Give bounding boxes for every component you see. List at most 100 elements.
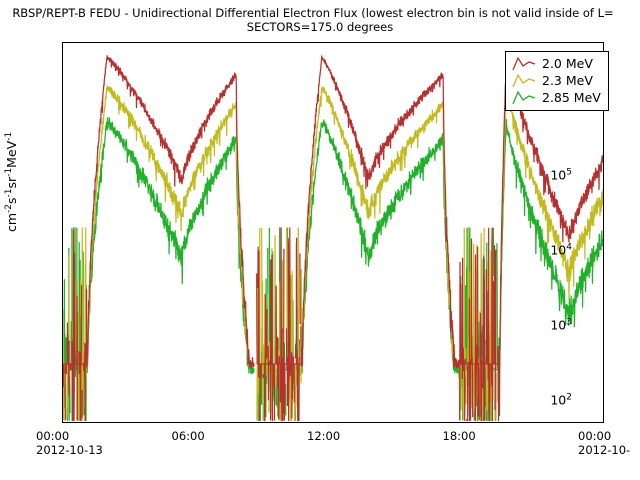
y-axis-title: cm-2s-1sr-1MeV-1 bbox=[4, 131, 20, 232]
x-minor-tick-top bbox=[537, 42, 538, 43]
y-major-tick-right bbox=[603, 326, 604, 327]
y-major-tick bbox=[62, 401, 63, 402]
x-minor-tick bbox=[582, 422, 583, 423]
y-minor-tick-right bbox=[603, 112, 604, 113]
x-tick-time: 00:00 bbox=[578, 429, 612, 443]
x-minor-tick bbox=[537, 422, 538, 423]
x-minor-tick bbox=[514, 422, 515, 423]
y-minor-tick-right bbox=[603, 378, 604, 379]
x-minor-tick bbox=[424, 422, 425, 423]
y-minor-tick bbox=[62, 198, 63, 199]
legend-label-1: 2.3 MeV bbox=[542, 73, 593, 88]
y-minor-tick-right bbox=[603, 333, 604, 334]
y-minor-tick bbox=[62, 123, 63, 124]
y-minor-tick bbox=[62, 108, 63, 109]
x-minor-tick bbox=[559, 422, 560, 423]
y-minor-tick-right bbox=[603, 183, 604, 184]
chart-title: RBSP/REPT-B FEDU - Unidirectional Differ… bbox=[0, 6, 640, 34]
y-minor-tick bbox=[62, 140, 63, 141]
y-major-tick-right bbox=[603, 176, 604, 177]
x-minor-tick bbox=[108, 422, 109, 423]
y-minor-tick-right bbox=[603, 338, 604, 339]
legend-label-2: 2.85 MeV bbox=[542, 90, 601, 105]
x-minor-tick bbox=[311, 422, 312, 423]
chart-title-line2: SECTORS=175.0 degrees bbox=[246, 20, 394, 34]
x-minor-tick-top bbox=[288, 42, 289, 43]
y-minor-tick-right bbox=[603, 258, 604, 259]
x-minor-tick-top bbox=[266, 42, 267, 43]
y-minor-tick bbox=[62, 206, 63, 207]
x-major-tick-top bbox=[333, 42, 334, 43]
y-minor-tick bbox=[62, 258, 63, 259]
x-tick-time: 12:00 bbox=[307, 429, 341, 443]
y-minor-tick bbox=[62, 303, 63, 304]
chart-title-line1: RBSP/REPT-B FEDU - Unidirectional Differ… bbox=[12, 6, 614, 20]
y-minor-tick bbox=[62, 263, 63, 264]
x-minor-tick-top bbox=[514, 42, 515, 43]
y-minor-tick-right bbox=[603, 48, 604, 49]
x-minor-tick-top bbox=[559, 42, 560, 43]
y-minor-tick bbox=[62, 131, 63, 132]
legend-swatch-2 bbox=[512, 90, 536, 104]
y-tick-label: 104 bbox=[550, 242, 572, 258]
x-major-tick bbox=[63, 422, 64, 423]
x-tick-label: 12:00 bbox=[307, 429, 341, 444]
x-major-tick-top bbox=[63, 42, 64, 43]
legend-item-2[interactable]: 2.85 MeV bbox=[511, 89, 601, 106]
x-minor-tick-top bbox=[85, 42, 86, 43]
x-minor-tick bbox=[130, 422, 131, 423]
x-minor-tick-top bbox=[492, 42, 493, 43]
series-line-2 bbox=[63, 117, 603, 422]
y-minor-tick-right bbox=[603, 329, 604, 330]
x-tick-label: 00:00 2012-10- bbox=[578, 429, 631, 457]
y-minor-tick-right bbox=[603, 348, 604, 349]
y-minor-tick-right bbox=[603, 365, 604, 366]
x-major-tick bbox=[198, 422, 199, 423]
y-minor-tick-right bbox=[603, 254, 604, 255]
x-minor-tick bbox=[85, 422, 86, 423]
legend-item-1[interactable]: 2.3 MeV bbox=[511, 72, 601, 89]
y-major-tick bbox=[62, 251, 63, 252]
x-tick-date: 2012-10-13 bbox=[36, 442, 103, 457]
y-minor-tick-right bbox=[603, 418, 604, 419]
y-minor-tick bbox=[62, 56, 63, 57]
x-minor-tick bbox=[175, 422, 176, 423]
y-minor-tick bbox=[62, 153, 63, 154]
x-tick-date: 2012-10- bbox=[578, 442, 631, 457]
y-minor-tick-right bbox=[603, 215, 604, 216]
y-minor-tick bbox=[62, 343, 63, 344]
y-minor-tick-right bbox=[603, 123, 604, 124]
y-minor-tick-right bbox=[603, 228, 604, 229]
x-minor-tick bbox=[221, 422, 222, 423]
y-minor-tick-right bbox=[603, 303, 604, 304]
x-minor-tick bbox=[266, 422, 267, 423]
x-tick-time: 00:00 bbox=[36, 429, 70, 443]
x-minor-tick-top bbox=[130, 42, 131, 43]
y-minor-tick-right bbox=[603, 43, 604, 44]
x-minor-tick-top bbox=[379, 42, 380, 43]
y-minor-tick-right bbox=[603, 206, 604, 207]
y-minor-tick bbox=[62, 215, 63, 216]
x-major-tick-top bbox=[198, 42, 199, 43]
y-minor-tick-right bbox=[603, 179, 604, 180]
legend-swatch-1 bbox=[512, 73, 536, 87]
y-minor-tick-right bbox=[603, 188, 604, 189]
y-minor-tick bbox=[62, 404, 63, 405]
y-minor-tick bbox=[62, 65, 63, 66]
y-minor-tick-right bbox=[603, 193, 604, 194]
x-major-tick bbox=[333, 422, 334, 423]
x-major-tick bbox=[469, 422, 470, 423]
x-minor-tick bbox=[243, 422, 244, 423]
y-major-tick bbox=[62, 101, 63, 102]
y-minor-tick bbox=[62, 329, 63, 330]
y-minor-tick bbox=[62, 273, 63, 274]
y-minor-tick bbox=[62, 193, 63, 194]
x-tick-label: 00:00 2012-10-13 bbox=[36, 429, 103, 457]
x-minor-tick-top bbox=[582, 42, 583, 43]
y-minor-tick bbox=[62, 408, 63, 409]
legend-item-0[interactable]: 2.0 MeV bbox=[511, 55, 601, 72]
y-minor-tick bbox=[62, 188, 63, 189]
x-minor-tick bbox=[288, 422, 289, 423]
y-tick-label: 102 bbox=[550, 392, 572, 408]
